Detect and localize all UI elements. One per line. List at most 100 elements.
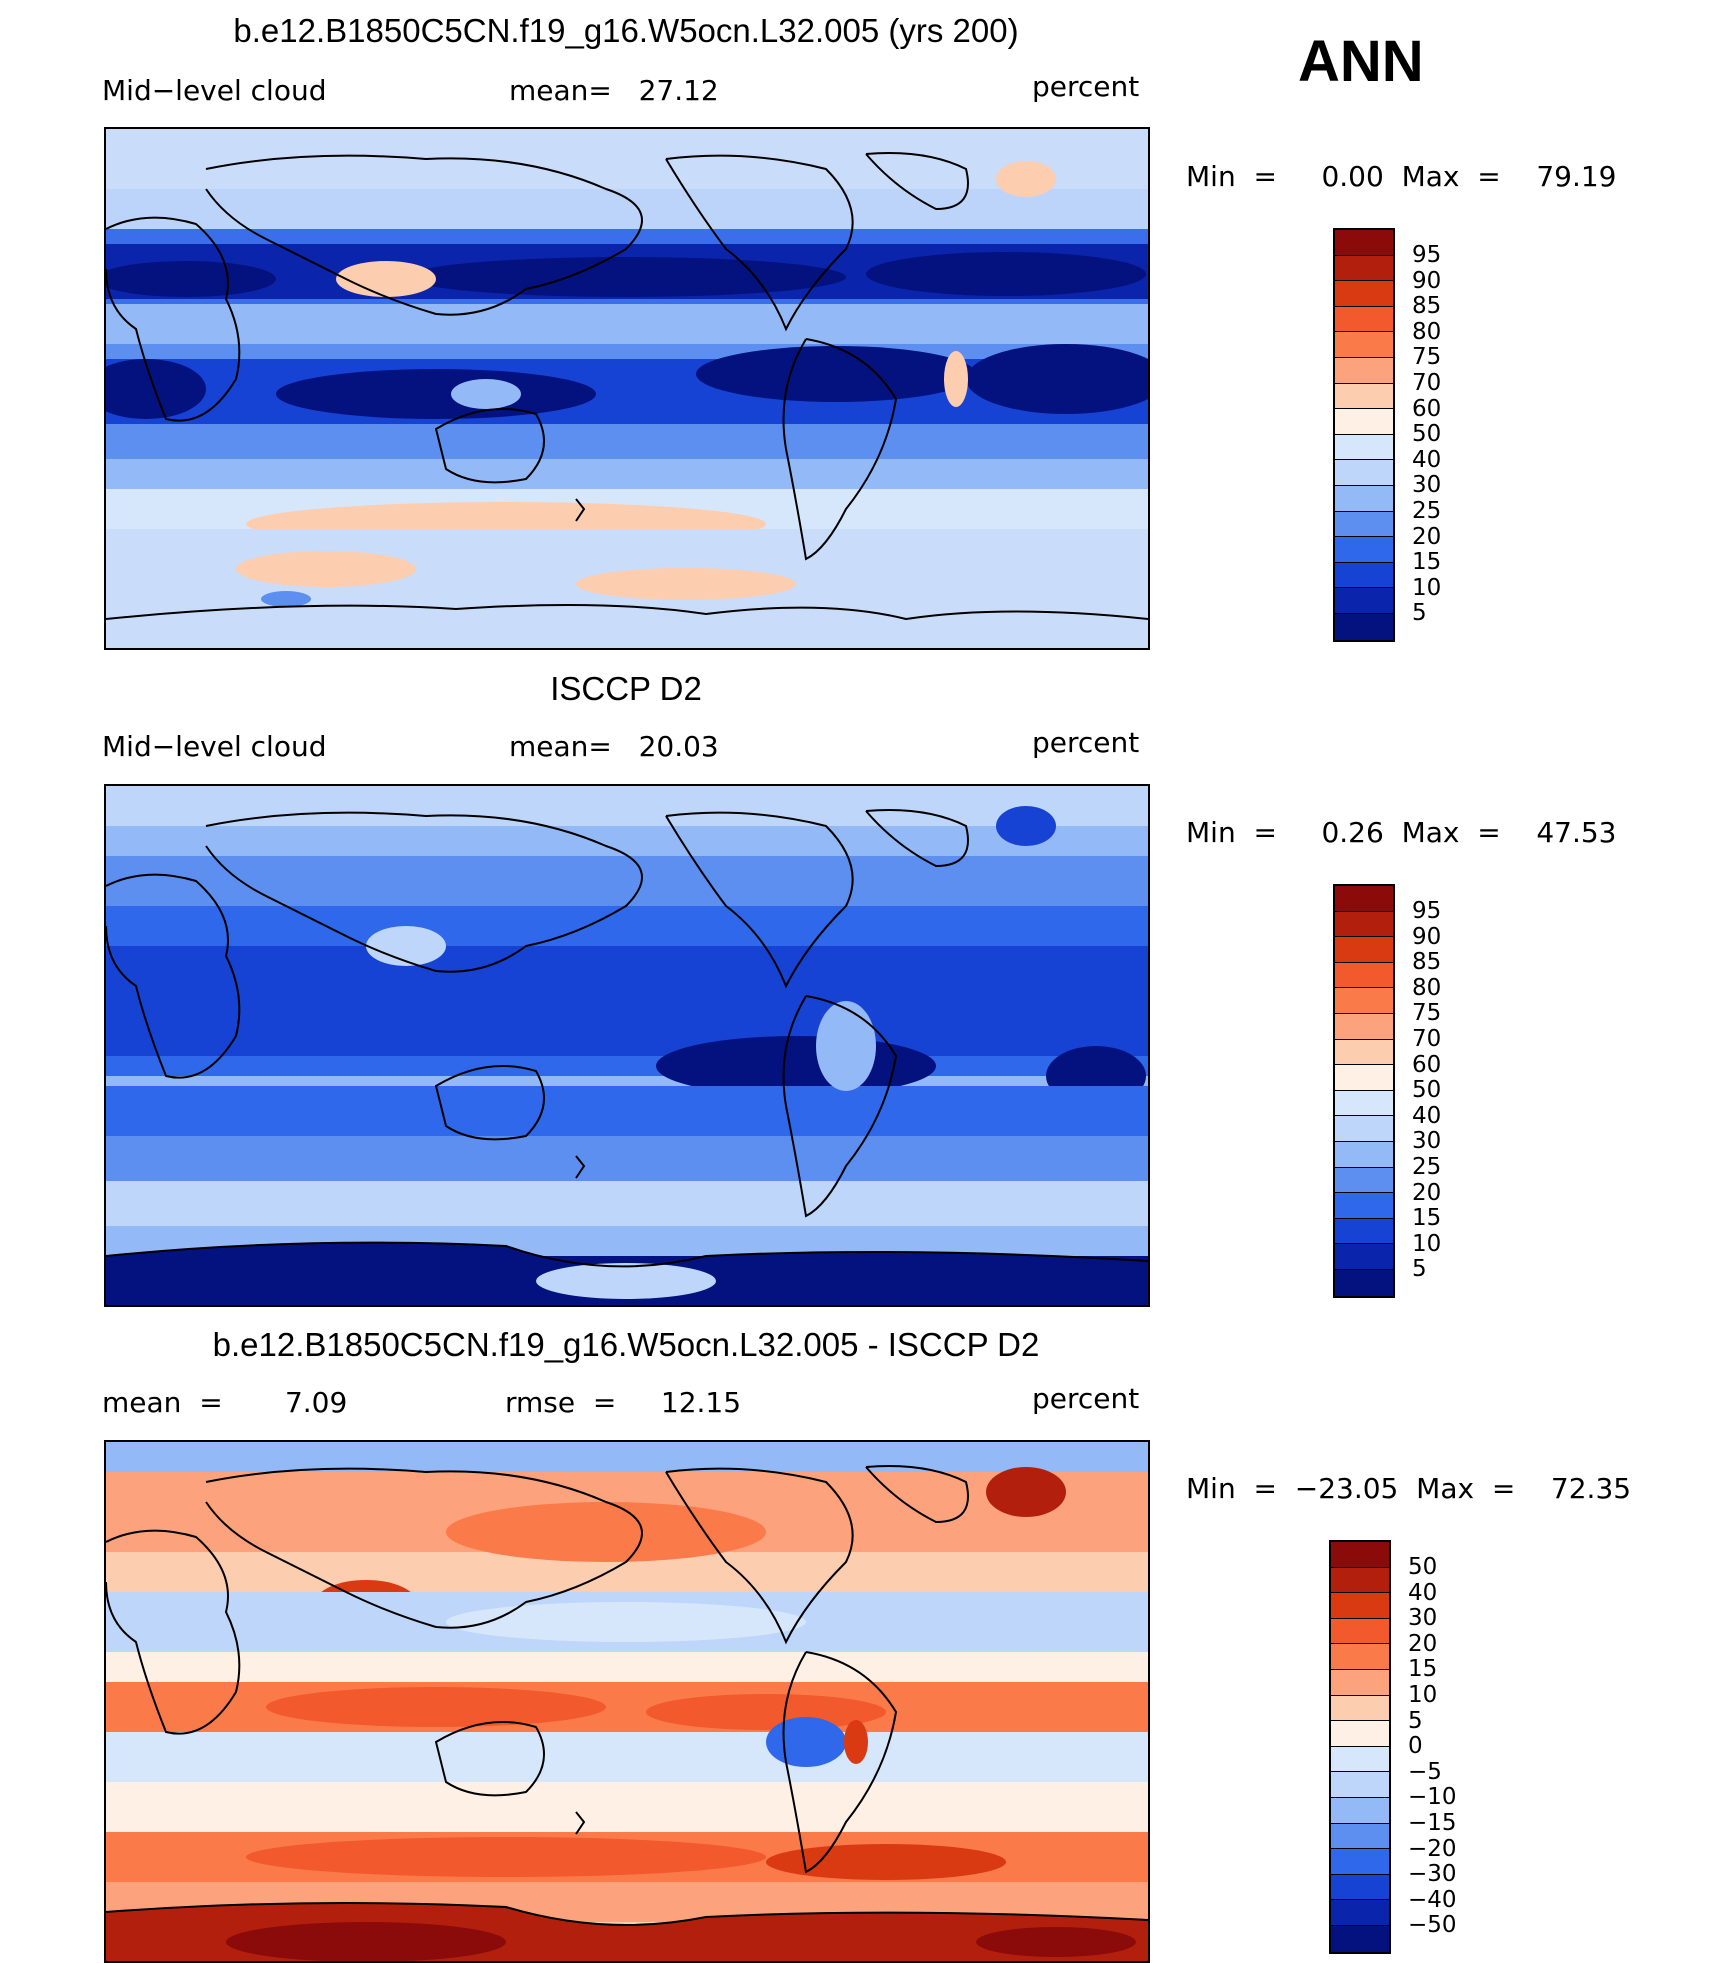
colorbar-tick-label: 40 [1412, 446, 1442, 473]
colorbar-segment [1335, 1218, 1393, 1245]
panel-2-title: ISCCP D2 [550, 670, 702, 707]
colorbar-segment [1335, 962, 1393, 989]
colorbar-segment [1335, 1013, 1393, 1040]
colorbar-segment [1335, 1167, 1393, 1194]
colorbar-tick-label: 50 [1408, 1554, 1438, 1580]
panel-3-colorbar-segments [1331, 1542, 1389, 1952]
panel-2-map-canvas [106, 786, 1148, 1305]
colorbar-tick-label: 20 [1408, 1630, 1438, 1657]
panel-2-units-label: percent [1032, 726, 1140, 759]
colorbar-segment [1335, 1116, 1393, 1142]
panel-3-rmse-label: rmse = 12.15 [505, 1386, 742, 1419]
colorbar-tick-label: 15 [1408, 1656, 1438, 1683]
panel-3-title: b.e12.B1850C5CN.f19_g16.W5ocn.L32.005 - … [212, 1326, 1040, 1363]
colorbar-segment [1331, 1644, 1389, 1670]
colorbar-segment [1335, 588, 1393, 614]
panel-3-units-label: percent [1032, 1382, 1140, 1415]
panel-3-map [104, 1440, 1150, 1963]
colorbar-segment [1331, 1746, 1389, 1773]
colorbar-tick-label: 5 [1408, 1707, 1423, 1734]
panel-1-units-label: percent [1032, 70, 1140, 103]
colorbar-segment [1335, 332, 1393, 358]
colorbar-tick-label: 40 [1408, 1579, 1438, 1606]
colorbar-tick-label: 30 [1412, 1128, 1442, 1155]
colorbar-segment [1331, 1900, 1389, 1926]
colorbar-tick-label: 10 [1408, 1682, 1438, 1708]
panel-1-title: b.e12.B1850C5CN.f19_g16.W5ocn.L32.005 (y… [233, 12, 1019, 49]
colorbar-segment [1335, 1141, 1393, 1168]
colorbar-segment [1331, 1874, 1389, 1901]
colorbar-segment [1331, 1695, 1389, 1722]
colorbar-segment [1331, 1567, 1389, 1594]
colorbar-segment [1335, 886, 1393, 912]
colorbar-tick-label: 30 [1412, 472, 1442, 499]
colorbar-tick-label: 50 [1412, 1077, 1442, 1104]
colorbar-tick-label: 80 [1412, 318, 1442, 345]
colorbar-tick-label: −50 [1408, 1912, 1457, 1939]
colorbar-segment [1335, 1090, 1393, 1117]
colorbar-tick-label: 70 [1412, 1026, 1442, 1052]
colorbar-tick-label: 10 [1412, 1230, 1442, 1257]
panel-2-mean-label: mean= 20.03 [509, 730, 719, 763]
colorbar-tick-label: 95 [1412, 242, 1442, 268]
panel-2-colorbar [1333, 884, 1395, 1298]
colorbar-tick-label: 5 [1412, 600, 1427, 627]
colorbar-segment [1331, 1797, 1389, 1824]
colorbar-tick-label: −20 [1408, 1835, 1457, 1862]
colorbar-segment [1335, 1065, 1393, 1091]
panel-2-colorbar-segments [1335, 886, 1393, 1296]
colorbar-tick-label: 20 [1412, 523, 1442, 550]
colorbar-tick-label: 60 [1412, 1051, 1442, 1078]
colorbar-segment [1331, 1721, 1389, 1747]
colorbar-tick-label: −10 [1408, 1784, 1457, 1811]
colorbar-tick-label: 40 [1412, 1102, 1442, 1129]
panel-3-minmax: Min = −23.05 Max = 72.35 [1186, 1472, 1632, 1505]
colorbar-segment [1335, 988, 1393, 1014]
colorbar-segment [1335, 460, 1393, 486]
colorbar-segment [1335, 485, 1393, 512]
season-label: ANN [1298, 29, 1424, 94]
colorbar-tick-label: 90 [1412, 267, 1442, 294]
colorbar-segment [1331, 1772, 1389, 1798]
colorbar-tick-label: 25 [1412, 1154, 1442, 1180]
colorbar-segment [1335, 306, 1393, 333]
colorbar-tick-label: 5 [1412, 1256, 1427, 1283]
colorbar-tick-label: −40 [1408, 1886, 1457, 1913]
colorbar-segment [1331, 1849, 1389, 1875]
panel-1-variable-label: Mid−level cloud [102, 74, 327, 107]
panel-3-mean-label: mean = 7.09 [102, 1386, 348, 1419]
colorbar-segment [1335, 562, 1393, 589]
panel-1-minmax: Min = 0.00 Max = 79.19 [1186, 160, 1617, 193]
colorbar-tick-label: 25 [1412, 498, 1442, 524]
colorbar-tick-label: 50 [1412, 421, 1442, 448]
colorbar-tick-label: −5 [1408, 1758, 1442, 1785]
colorbar-tick-label: 15 [1412, 1205, 1442, 1232]
colorbar-segment [1335, 1269, 1393, 1296]
colorbar-segment [1335, 409, 1393, 435]
panel-1-map-canvas [106, 129, 1148, 648]
colorbar-tick-label: 85 [1412, 949, 1442, 976]
colorbar-tick-label: 15 [1412, 549, 1442, 576]
colorbar-segment [1335, 255, 1393, 282]
colorbar-tick-label: 20 [1412, 1179, 1442, 1206]
colorbar-segment [1331, 1618, 1389, 1645]
colorbar-tick-label: 30 [1408, 1605, 1438, 1632]
colorbar-segment [1335, 1244, 1393, 1270]
colorbar-segment [1335, 357, 1393, 384]
colorbar-segment [1335, 230, 1393, 256]
colorbar-tick-label: −15 [1408, 1810, 1457, 1836]
colorbar-segment [1335, 911, 1393, 938]
colorbar-segment [1335, 1039, 1393, 1066]
panel-2-map [104, 784, 1150, 1307]
colorbar-tick-label: 0 [1408, 1733, 1423, 1760]
colorbar-segment [1331, 1542, 1389, 1568]
colorbar-tick-label: 85 [1412, 293, 1442, 320]
panel-1-colorbar [1333, 228, 1395, 642]
colorbar-segment [1335, 613, 1393, 640]
colorbar-segment [1335, 434, 1393, 461]
colorbar-tick-label: 10 [1412, 574, 1442, 601]
colorbar-segment [1331, 1669, 1389, 1696]
panel-1-mean-label: mean= 27.12 [509, 74, 719, 107]
colorbar-tick-label: 60 [1412, 395, 1442, 422]
colorbar-segment [1335, 537, 1393, 563]
